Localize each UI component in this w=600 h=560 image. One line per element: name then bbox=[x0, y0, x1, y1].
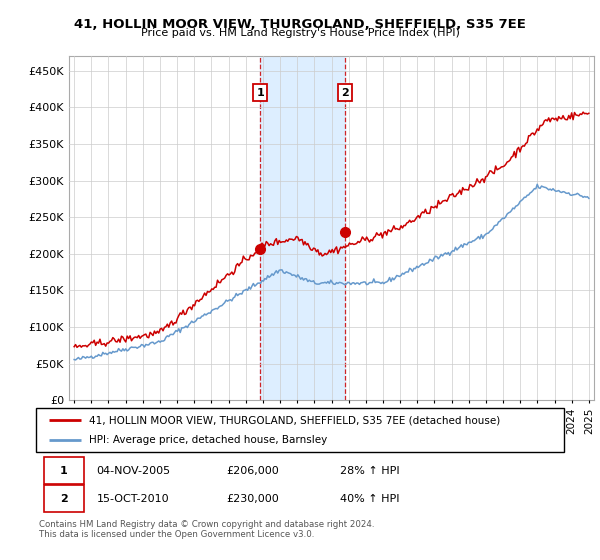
Text: 1: 1 bbox=[256, 87, 264, 97]
Text: £230,000: £230,000 bbox=[226, 494, 279, 504]
FancyBboxPatch shape bbox=[36, 408, 564, 452]
Text: 1: 1 bbox=[60, 465, 68, 475]
FancyBboxPatch shape bbox=[44, 457, 83, 484]
Text: 41, HOLLIN MOOR VIEW, THURGOLAND, SHEFFIELD, S35 7EE (detached house): 41, HOLLIN MOOR VIEW, THURGOLAND, SHEFFI… bbox=[89, 415, 500, 425]
Text: £206,000: £206,000 bbox=[226, 465, 279, 475]
Text: 41, HOLLIN MOOR VIEW, THURGOLAND, SHEFFIELD, S35 7EE: 41, HOLLIN MOOR VIEW, THURGOLAND, SHEFFI… bbox=[74, 18, 526, 31]
Text: HPI: Average price, detached house, Barnsley: HPI: Average price, detached house, Barn… bbox=[89, 435, 327, 445]
Text: 04-NOV-2005: 04-NOV-2005 bbox=[97, 465, 171, 475]
Text: 28% ↑ HPI: 28% ↑ HPI bbox=[340, 465, 399, 475]
Text: 2: 2 bbox=[341, 87, 349, 97]
Text: 40% ↑ HPI: 40% ↑ HPI bbox=[340, 494, 399, 504]
Text: 15-OCT-2010: 15-OCT-2010 bbox=[97, 494, 169, 504]
Bar bbox=[260, 56, 345, 400]
Text: Price paid vs. HM Land Registry's House Price Index (HPI): Price paid vs. HM Land Registry's House … bbox=[140, 28, 460, 38]
Text: 2: 2 bbox=[60, 494, 68, 504]
Text: Contains HM Land Registry data © Crown copyright and database right 2024.
This d: Contains HM Land Registry data © Crown c… bbox=[39, 520, 374, 539]
FancyBboxPatch shape bbox=[44, 486, 83, 512]
